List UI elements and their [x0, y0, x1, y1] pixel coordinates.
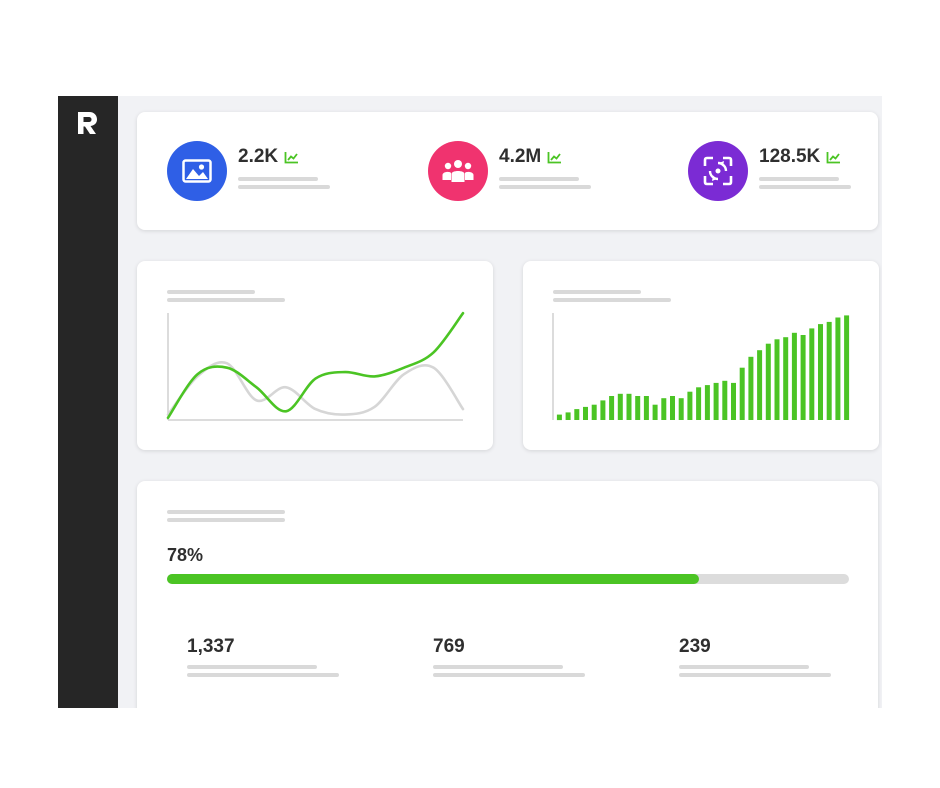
bar	[722, 380, 728, 420]
chart-subtitle-placeholder	[167, 298, 285, 302]
chart-title-placeholder	[553, 290, 641, 294]
stat-value-text: 4.2M	[499, 146, 542, 167]
chart-title-placeholder	[167, 290, 255, 294]
stats-card: 2.2K 4.2M	[137, 112, 878, 230]
bar	[844, 315, 850, 420]
progress-percent: 78%	[167, 545, 204, 565]
placeholder-line	[499, 185, 591, 189]
bar	[565, 412, 571, 420]
bar-chart-card	[523, 261, 879, 450]
bar	[835, 317, 841, 420]
sidebar	[58, 96, 118, 708]
bar	[704, 385, 710, 420]
section-subtitle-placeholder	[167, 518, 285, 522]
dashboard-frame: 2.2K 4.2M	[58, 96, 882, 708]
trend-up-icon	[284, 151, 299, 163]
total-value: 239	[679, 636, 711, 657]
bar	[818, 324, 823, 420]
placeholder-line	[759, 177, 839, 181]
progress-track	[167, 574, 849, 584]
bar	[652, 404, 658, 420]
placeholder-line	[499, 177, 579, 181]
bar	[661, 398, 667, 420]
bar	[635, 396, 641, 420]
bar	[583, 406, 588, 420]
stat-value: 128.5K	[759, 146, 841, 168]
progress-card: 78% 1,337 769 239	[137, 481, 878, 708]
bar-chart	[552, 313, 850, 421]
trend-up-icon	[826, 151, 841, 163]
bar	[696, 387, 702, 420]
total-value: 1,337	[187, 636, 235, 657]
placeholder-line	[679, 673, 831, 677]
people-icon	[428, 141, 488, 201]
focus-icon	[688, 141, 748, 201]
bar	[609, 396, 615, 420]
line-chart	[166, 311, 465, 421]
progress-fill	[167, 574, 699, 584]
bar	[739, 367, 745, 420]
stat-item[interactable]: 2.2K	[167, 141, 367, 203]
bar	[643, 396, 649, 420]
bar	[826, 321, 832, 420]
stat-item[interactable]: 128.5K	[688, 141, 878, 203]
bar	[678, 398, 684, 420]
bar	[731, 382, 736, 420]
bar	[713, 382, 719, 420]
placeholder-line	[433, 665, 563, 669]
bar	[626, 393, 632, 420]
bar	[591, 404, 597, 420]
bar	[600, 400, 606, 420]
bar	[774, 339, 780, 420]
image-icon	[167, 141, 227, 201]
bar	[765, 343, 771, 420]
stat-item[interactable]: 4.2M	[428, 141, 628, 203]
stat-value-text: 2.2K	[238, 146, 279, 167]
trend-up-icon	[547, 151, 562, 163]
bar	[748, 356, 754, 420]
chart-subtitle-placeholder	[553, 298, 671, 302]
bar	[791, 332, 797, 420]
line-series-0	[166, 311, 465, 420]
line-series-1	[166, 361, 465, 416]
section-title-placeholder	[167, 510, 285, 514]
bar	[617, 393, 623, 420]
stat-value: 2.2K	[238, 146, 299, 168]
bar	[556, 414, 562, 421]
placeholder-line	[238, 177, 318, 181]
bar	[783, 337, 789, 420]
placeholder-line	[238, 185, 330, 189]
bar	[809, 328, 815, 420]
line-chart-card	[137, 261, 493, 450]
placeholder-line	[679, 665, 809, 669]
bar	[800, 335, 806, 420]
bar	[687, 391, 693, 420]
bar	[670, 396, 675, 420]
placeholder-line	[187, 665, 317, 669]
total-value: 769	[433, 636, 465, 657]
stat-value-text: 128.5K	[759, 146, 821, 167]
brand-logo[interactable]	[75, 110, 99, 136]
placeholder-line	[433, 673, 585, 677]
bar	[757, 350, 763, 420]
bar	[574, 409, 580, 420]
stat-value: 4.2M	[499, 146, 562, 168]
placeholder-line	[759, 185, 851, 189]
placeholder-line	[187, 673, 339, 677]
